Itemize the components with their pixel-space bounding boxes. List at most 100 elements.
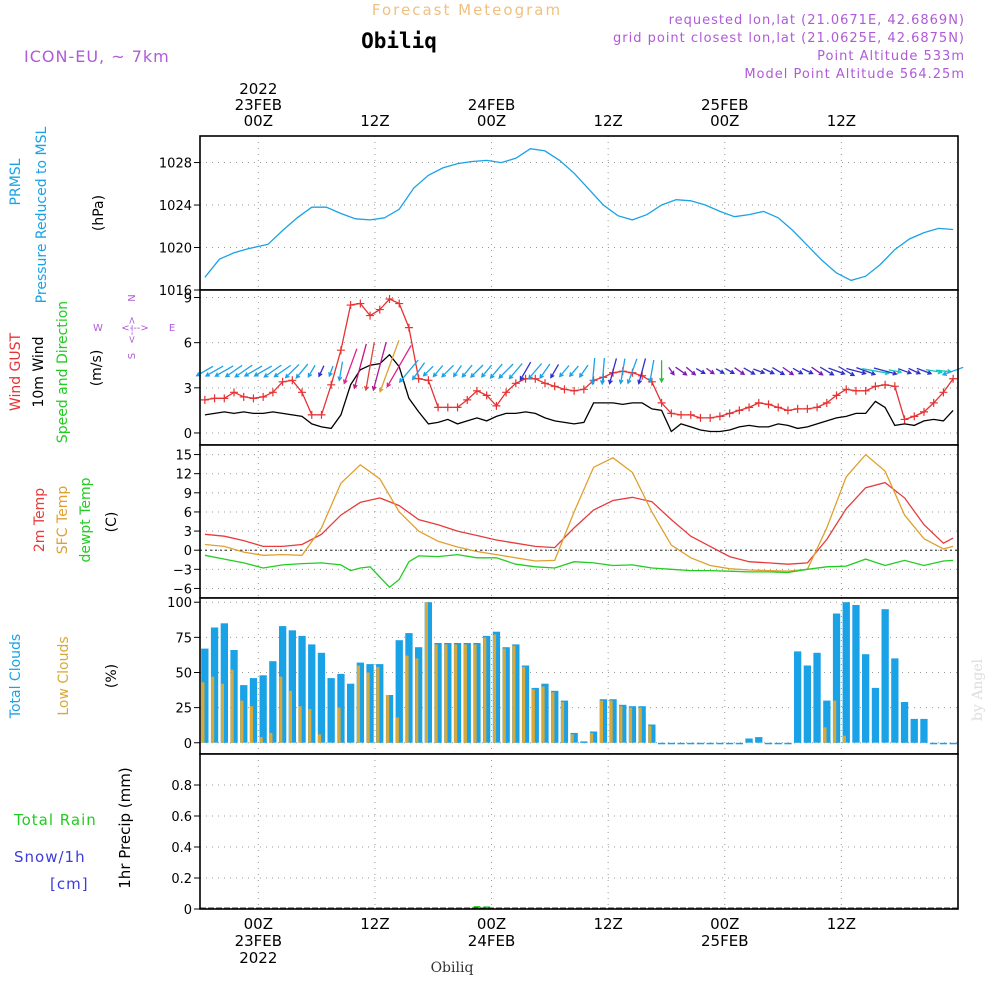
wind-direction-arrow: [762, 367, 776, 375]
wind-direction-arrow: [363, 341, 375, 392]
total-cloud-bar: [337, 673, 345, 743]
gust-point: [696, 413, 705, 422]
low-cloud-bar: [395, 717, 399, 743]
low-cloud-bar: [250, 706, 254, 743]
y-tick-label: 0.8: [171, 779, 192, 794]
wind-direction-arrow: [659, 360, 665, 384]
gust-point: [336, 346, 345, 355]
compass-north: N: [127, 294, 138, 301]
temperature-panel: −6 −3 0 3 6 9 12 15 2m Temp SFC Temp dewpt Temp (C): [32, 444, 959, 599]
wind-direction-arrow: [608, 358, 618, 385]
gust-point: [327, 380, 336, 389]
total-cloud-bar: [920, 718, 928, 743]
gust-point: [715, 412, 724, 421]
low-cloud-bar: [823, 727, 827, 743]
wind-direction-arrow: [432, 365, 444, 378]
gust-point: [764, 400, 773, 409]
low-cloud-bar: [638, 707, 642, 743]
gust-point: [288, 376, 297, 385]
wind-direction-arrow: [838, 365, 856, 377]
pressure-panel: 1016 1020 1024 1028 PRMSL Pressure Reduced to…: [8, 126, 959, 303]
y-tick-label: 1016: [159, 284, 192, 299]
low-cloud-bar: [240, 700, 244, 743]
gust-point: [540, 379, 549, 388]
wind-label: 10m Wind: [31, 336, 47, 407]
rain-label: Total Rain: [13, 811, 97, 829]
sfc-line: [204, 453, 954, 572]
gust-point: [307, 410, 316, 419]
low-cloud-bar: [318, 734, 322, 743]
total-cloud-bar: [220, 623, 228, 743]
t2m-line: [204, 481, 954, 565]
wind-direction-arrow: [337, 361, 344, 382]
wind-direction-arrow: [675, 366, 688, 376]
gust-point: [453, 403, 462, 412]
gust-point: [783, 406, 792, 415]
wind-direction-arrow: [668, 367, 675, 376]
total-cloud-bar: [677, 742, 685, 745]
compass-east: E: [169, 323, 175, 334]
gust-point: [686, 410, 695, 419]
footer-station: Obiliq: [431, 960, 474, 976]
low-cloud-bar: [415, 658, 419, 743]
total-cloud-bar: [726, 742, 734, 745]
total-cloud-bar: [249, 678, 258, 743]
bottom-time-label: 24FEB: [468, 932, 515, 950]
total-cloud-bar: [900, 702, 909, 743]
wind-direction-arrow: [489, 363, 503, 379]
plot-area: [200, 136, 958, 290]
clouds-panel: 0 25 50 75 100 Total Clouds Low Clouds (%): [8, 596, 959, 755]
wind-direction-arrow: [243, 365, 263, 377]
total-cloud-bar: [541, 683, 549, 743]
total-cloud-bar: [706, 742, 714, 745]
gust-point: [570, 386, 579, 395]
wind-direction-arrow: [480, 364, 493, 378]
total-cloud-bar: [366, 664, 374, 743]
total-cloud-bar: [658, 742, 666, 745]
low-cloud-bar: [512, 645, 516, 743]
wind-direction-arrow: [819, 366, 835, 376]
gust-point: [268, 388, 277, 397]
wind-direction-arrow: [637, 358, 647, 385]
total-cloud-bar: [551, 690, 559, 743]
low-cloud-bar: [502, 648, 506, 743]
low-cloud-bar: [269, 732, 273, 743]
y-tick-label: 9: [184, 487, 192, 502]
total-cloud-bar: [949, 742, 957, 745]
low-cloud-bar: [609, 700, 613, 743]
total-cloud-bar: [628, 706, 637, 743]
gust-point: [239, 392, 248, 401]
total-cloud-bar: [852, 605, 860, 743]
low-cloud-bar: [842, 735, 846, 743]
y-tick-label: 0.2: [171, 872, 192, 887]
wind-direction-arrow: [352, 343, 367, 390]
wind-direction-arrow: [253, 365, 273, 377]
total-cloud-bar: [473, 643, 481, 743]
low-cloud-bar: [833, 700, 837, 743]
wind-direction-arrow: [706, 367, 715, 375]
total-cloud-bar: [492, 631, 501, 743]
wind-direction-label: Speed and Direction: [55, 301, 71, 443]
wind-direction-arrow: [941, 366, 964, 376]
plot-area: [200, 598, 958, 754]
gust-point: [842, 385, 851, 394]
total-cloud-bar: [230, 650, 238, 743]
gust-label: Wind GUST: [8, 332, 24, 411]
y-tick-label: 100: [167, 596, 192, 611]
total-cloud-bar: [288, 630, 296, 743]
dewpt-label: dewpt Temp: [78, 477, 94, 562]
total-cloud-bar: [201, 648, 209, 743]
gust-point: [531, 374, 540, 383]
gust-point: [424, 376, 433, 385]
wind-direction-arrow: [318, 365, 325, 378]
total-cloud-bar: [803, 665, 811, 743]
y-tick-label: 0: [184, 427, 192, 442]
plot-area: [200, 445, 958, 598]
snow-label: Snow/1h: [14, 848, 86, 866]
total-cloud-bar: [609, 699, 617, 743]
total-cloud-bar: [570, 732, 578, 743]
total-cloud-bar: [648, 724, 656, 743]
snow-unit-label: [cm]: [50, 875, 89, 893]
